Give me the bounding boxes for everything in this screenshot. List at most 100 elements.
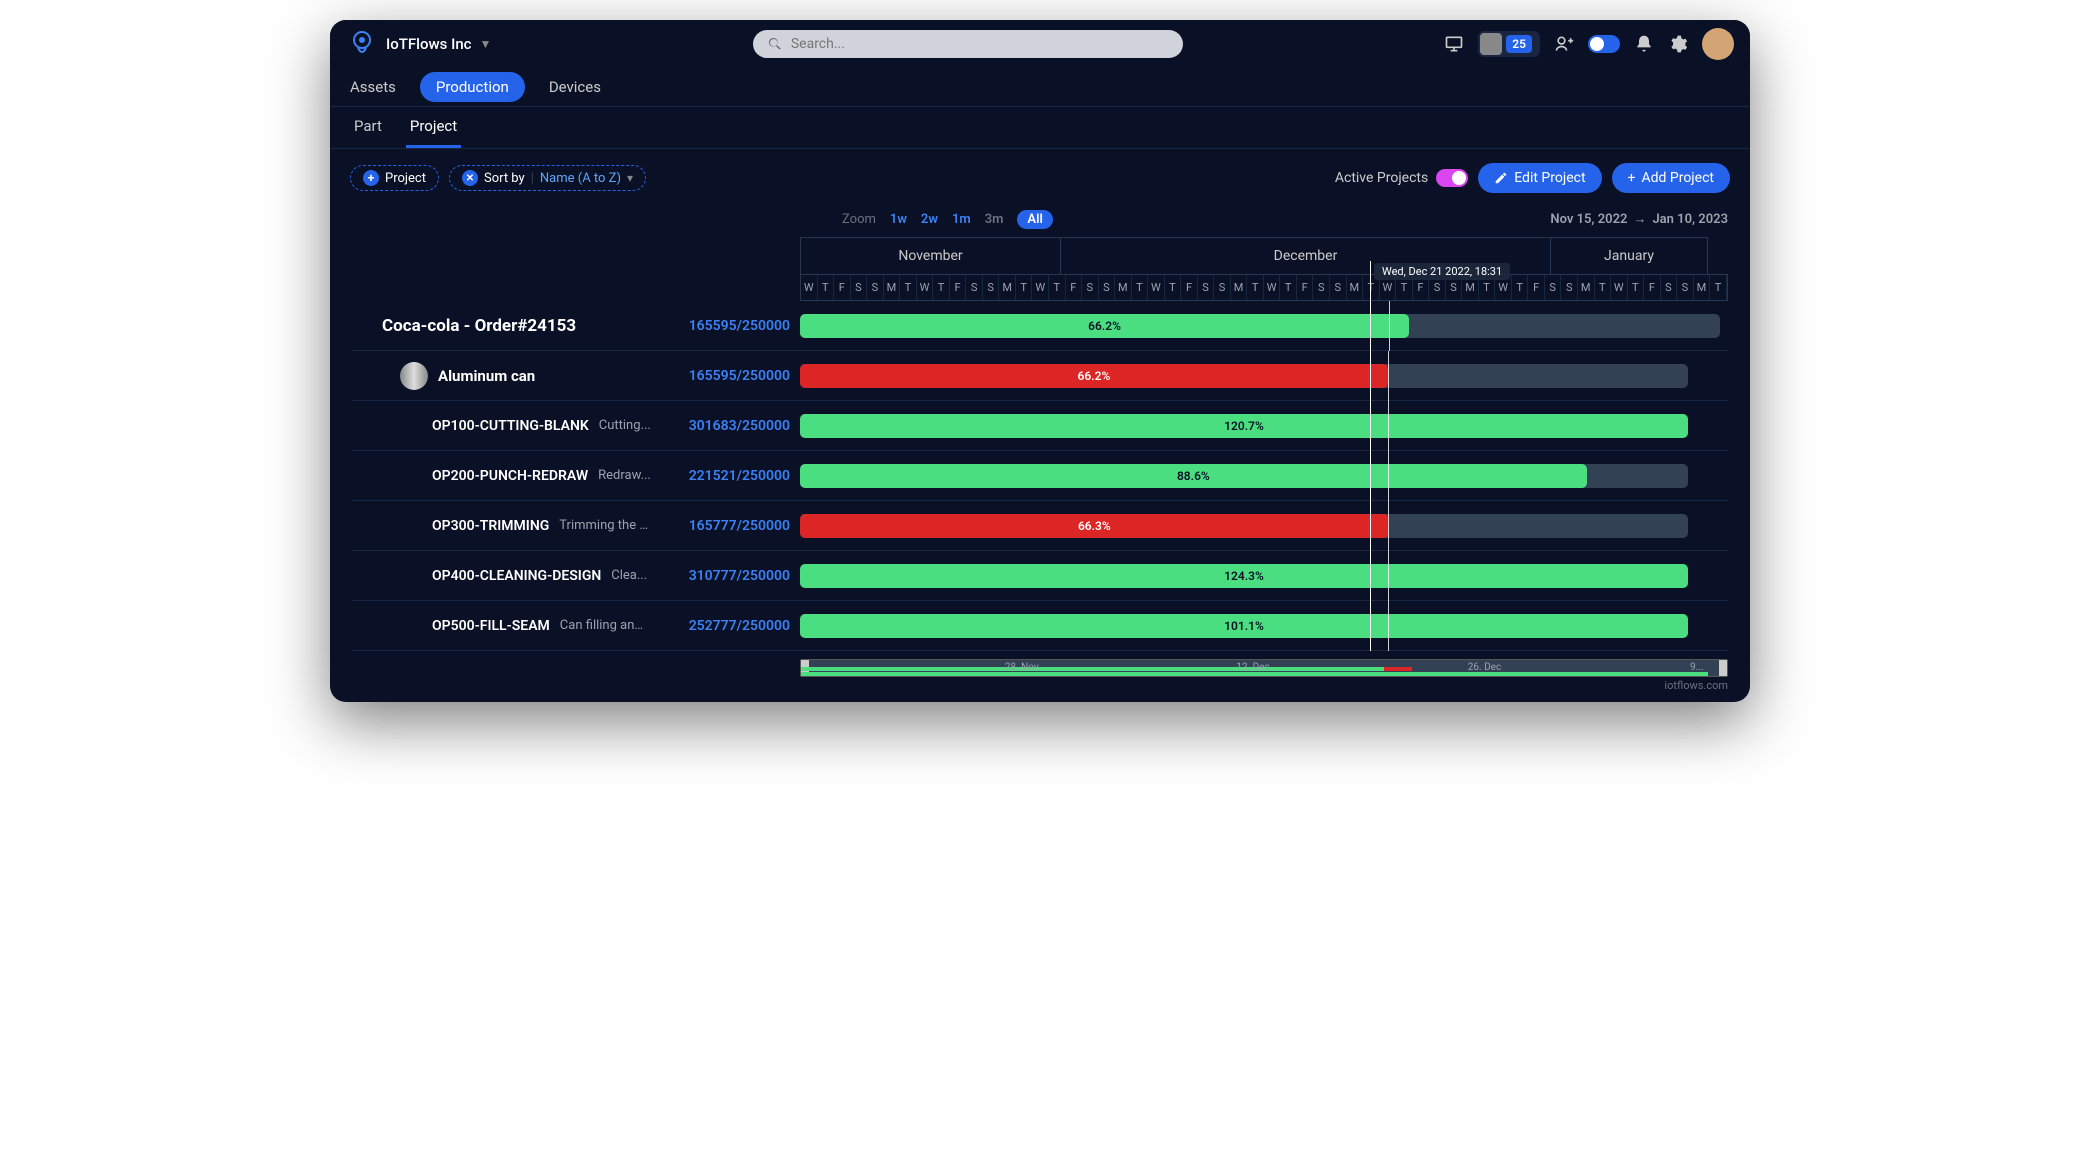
row-title: OP200-PUNCH-REDRAW — [432, 468, 588, 484]
progress-fill: 88.6% — [800, 464, 1587, 488]
zoom-All[interactable]: All — [1017, 210, 1052, 229]
minimap-handle-right[interactable] — [1719, 660, 1727, 676]
theme-toggle[interactable] — [1588, 35, 1620, 53]
gantt-body: Wed, Dec 21 2022, 18:31 Coca-cola - Orde… — [352, 301, 1728, 651]
day-header: W — [917, 275, 934, 300]
progress-marker — [1388, 401, 1389, 451]
active-projects-toggle[interactable] — [1436, 169, 1468, 187]
top-icons: 25 — [1444, 28, 1734, 60]
bell-icon[interactable] — [1634, 34, 1654, 54]
zoom-2w[interactable]: 2w — [921, 212, 938, 227]
now-tooltip: Wed, Dec 21 2022, 18:31 — [1374, 263, 1510, 280]
gear-icon[interactable] — [1668, 34, 1688, 54]
row-label: OP400-CLEANING-DESIGNClea...310777/25000… — [352, 568, 800, 584]
progress-track: 101.1% — [800, 614, 1688, 638]
now-line — [1370, 261, 1371, 651]
day-header: M — [1347, 275, 1364, 300]
org-selector[interactable]: IoTFlows Inc ▼ — [346, 28, 491, 60]
row-desc: Cutting... — [599, 418, 651, 433]
row-label: OP200-PUNCH-REDRAWRedraw...221521/250000 — [352, 468, 800, 484]
day-header: S — [1313, 275, 1330, 300]
search-wrap — [503, 30, 1432, 58]
minimap-label: 28. Nov — [1005, 662, 1039, 673]
day-header: W — [1148, 275, 1165, 300]
month-header: January — [1551, 238, 1707, 274]
calendar-days: WTFSSMTWTFSSMTWTFSSMTWTFSSMTWTFSSMTWTFSS… — [800, 274, 1728, 301]
row-desc: Clea... — [611, 568, 647, 583]
zoom-1w[interactable]: 1w — [890, 212, 907, 227]
progress-track: 66.2% — [800, 364, 1688, 388]
day-header: S — [1082, 275, 1099, 300]
nav-production[interactable]: Production — [420, 72, 525, 102]
gantt-row[interactable]: OP200-PUNCH-REDRAWRedraw...221521/250000… — [352, 451, 1728, 501]
zoom-3m[interactable]: 3m — [985, 212, 1004, 227]
tab-project[interactable]: Project — [406, 107, 461, 148]
gantt-row[interactable]: OP500-FILL-SEAMCan filling and...252777/… — [352, 601, 1728, 651]
nav-assets[interactable]: Assets — [346, 68, 400, 106]
progress-marker — [1388, 601, 1389, 651]
day-header: T — [818, 275, 835, 300]
tab-part[interactable]: Part — [350, 107, 386, 148]
timeline-minimap[interactable]: 28. Nov12. Dec26. Dec9... — [800, 659, 1728, 677]
day-header: F — [1528, 275, 1545, 300]
day-header: T — [1280, 275, 1297, 300]
row-label: OP100-CUTTING-BLANK Cutting... 301683/2500… — [352, 418, 800, 434]
day-header: F — [1181, 275, 1198, 300]
day-header: M — [999, 275, 1016, 300]
nav-devices[interactable]: Devices — [545, 68, 605, 106]
project-filter-chip[interactable]: + Project — [350, 165, 439, 191]
add-project-button[interactable]: + Add Project — [1612, 163, 1730, 193]
month-header: November — [801, 238, 1061, 274]
add-user-icon[interactable] — [1554, 34, 1574, 54]
day-header: S — [1545, 275, 1562, 300]
progress-fill: 101.1% — [800, 614, 1688, 638]
users-pill[interactable]: 25 — [1478, 31, 1540, 57]
day-header: T — [1165, 275, 1182, 300]
row-desc: Can filling and... — [560, 618, 650, 633]
sort-chip[interactable]: ✕ Sort by | Name (A to Z) ▾ — [449, 165, 646, 191]
search-bar[interactable] — [753, 30, 1183, 58]
row-title: Coca-cola - Order#24153 — [382, 316, 576, 336]
row-count: 165777/250000 — [689, 518, 790, 534]
display-icon[interactable] — [1444, 34, 1464, 54]
row-title: OP100-CUTTING-BLANK — [432, 418, 589, 434]
day-header: S — [851, 275, 868, 300]
logo-icon — [346, 28, 378, 60]
footer-brand: iotflows.com — [330, 677, 1750, 702]
plus-icon: + — [1628, 170, 1636, 186]
day-header: F — [950, 275, 967, 300]
search-icon — [767, 36, 783, 52]
gantt-row[interactable]: OP300-TRIMMINGTrimming the ...165777/250… — [352, 501, 1728, 551]
sub-nav: Part Project — [330, 107, 1750, 149]
progress-track: 66.2% — [800, 314, 1720, 338]
progress-track: 120.7% — [800, 414, 1688, 438]
day-header: M — [1231, 275, 1248, 300]
zoom-label: Zoom — [842, 212, 876, 227]
day-header: F — [1066, 275, 1083, 300]
day-header: M — [1694, 275, 1711, 300]
progress-track: 124.3% — [800, 564, 1688, 588]
day-header: T — [933, 275, 950, 300]
day-header: T — [1595, 275, 1612, 300]
gantt-row[interactable]: OP400-CLEANING-DESIGNClea...310777/25000… — [352, 551, 1728, 601]
gantt-row[interactable]: Coca-cola - Order#24153165595/25000066.2… — [352, 301, 1728, 351]
gantt-row[interactable]: OP100-CUTTING-BLANK Cutting... 301683/2500… — [352, 401, 1728, 451]
date-from: Nov 15, 2022 — [1550, 212, 1627, 227]
user-avatar-small — [1480, 33, 1502, 55]
day-header: S — [1661, 275, 1678, 300]
row-count: 301683/250000 — [689, 418, 790, 434]
controls-row: + Project ✕ Sort by | Name (A to Z) ▾ Ac… — [330, 149, 1750, 207]
edit-project-button[interactable]: Edit Project — [1478, 163, 1601, 193]
progress-fill: 124.3% — [800, 564, 1688, 588]
search-input[interactable] — [791, 36, 1169, 52]
gantt-row[interactable]: Aluminum can165595/25000066.2% — [352, 351, 1728, 401]
day-header: F — [1297, 275, 1314, 300]
progress-marker — [1388, 451, 1389, 501]
sort-value: Name (A to Z) — [540, 171, 621, 186]
zoom-1m[interactable]: 1m — [952, 212, 971, 227]
chevron-down-icon: ▾ — [627, 171, 633, 185]
row-title: OP400-CLEANING-DESIGN — [432, 568, 601, 584]
minimap-segment — [801, 667, 1384, 671]
profile-avatar[interactable] — [1702, 28, 1734, 60]
row-label: OP300-TRIMMINGTrimming the ...165777/250… — [352, 518, 800, 534]
